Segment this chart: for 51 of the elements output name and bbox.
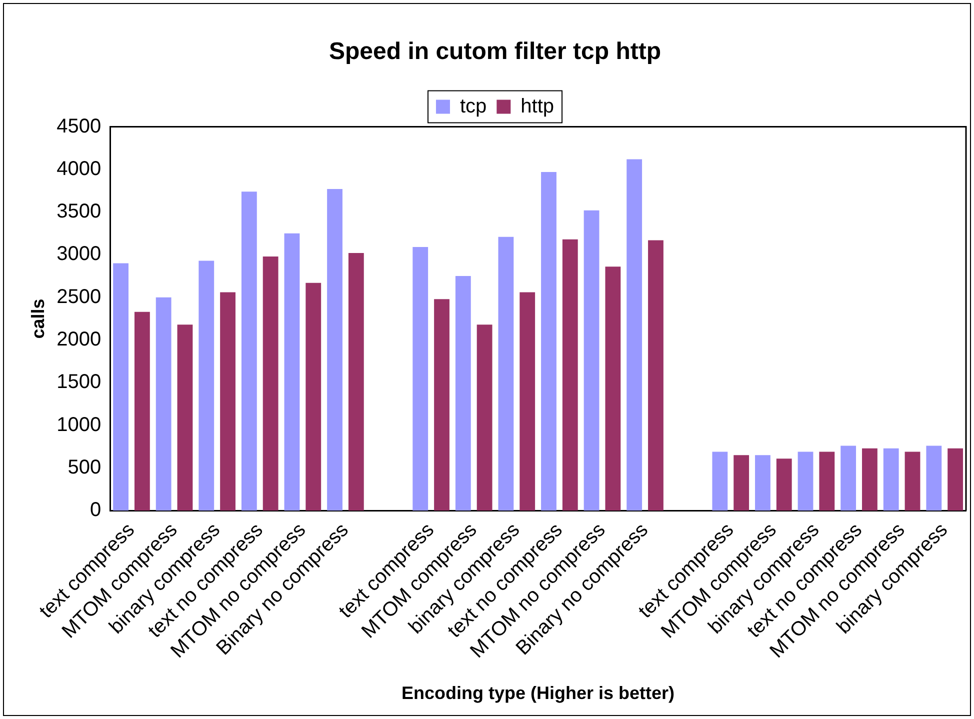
bar: [241, 192, 257, 511]
bar: [455, 276, 471, 511]
bar: [734, 455, 750, 511]
bar: [926, 446, 942, 511]
y-tick-label: 0: [90, 499, 102, 522]
legend-label: tcp: [460, 95, 487, 118]
bar: [904, 452, 920, 511]
bar: [840, 446, 856, 511]
bar: [541, 172, 556, 511]
y-tick-label: 1500: [56, 371, 102, 394]
bar: [584, 210, 600, 511]
y-axis-title: calls: [28, 298, 48, 339]
bar: [798, 452, 814, 511]
y-tick-label: 4000: [56, 158, 102, 180]
bar: [520, 292, 536, 511]
y-tick-label: 500: [68, 456, 102, 478]
bar: [498, 236, 514, 511]
y-tick-label: 1000: [56, 414, 102, 436]
bar: [220, 292, 236, 511]
bar: [648, 240, 664, 511]
y-tick-label: 3500: [56, 200, 102, 223]
bar: [626, 159, 642, 511]
bar: [348, 253, 364, 511]
bar: [412, 247, 428, 511]
bar: [156, 297, 172, 511]
bar: [712, 452, 728, 511]
bar: [262, 256, 278, 511]
bar: [134, 312, 150, 511]
bar: [177, 324, 193, 511]
bar: [755, 455, 770, 511]
y-tick-label: 2500: [56, 286, 102, 308]
y-tick-label: 3000: [56, 243, 102, 266]
bar: [198, 260, 214, 511]
legend-label: http: [520, 95, 554, 118]
y-tick-label: 4500: [56, 115, 102, 138]
bar: [434, 299, 450, 511]
bar: [113, 263, 128, 511]
chart-title: Speed in cutom filter tcp http: [328, 38, 662, 66]
bar: [562, 239, 578, 511]
bar: [284, 233, 300, 511]
x-axis-title: Encoding type (Higher is better): [402, 683, 675, 704]
bar: [883, 448, 899, 511]
bar: [776, 458, 792, 511]
bar: [306, 282, 322, 511]
bar: [819, 452, 835, 511]
bar: [862, 448, 878, 511]
bar: [948, 448, 964, 511]
y-tick-label: 2000: [56, 328, 102, 351]
bar: [476, 324, 492, 511]
bar: [327, 189, 342, 511]
bar: [605, 266, 621, 511]
